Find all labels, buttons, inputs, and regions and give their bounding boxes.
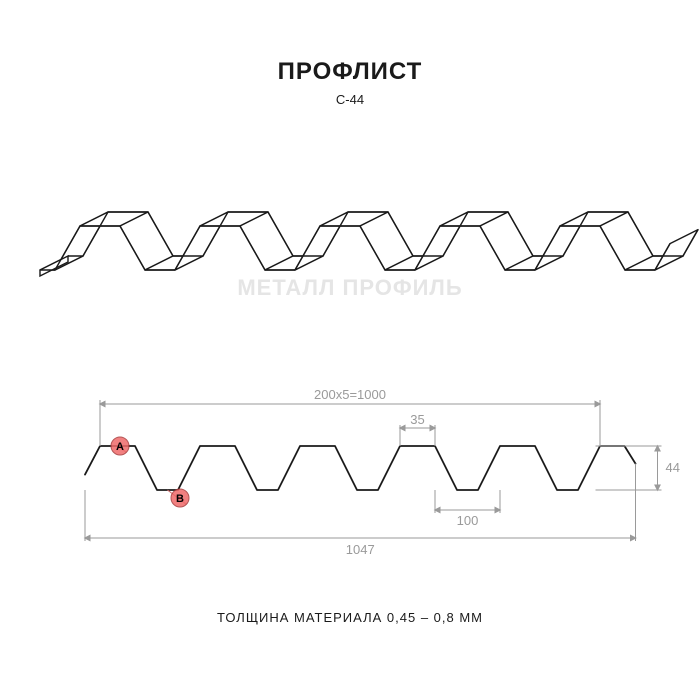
thickness-note: ТОЛЩИНА МАТЕРИАЛА 0,45 – 0,8 ММ	[0, 610, 700, 625]
svg-text:A: A	[116, 441, 124, 453]
svg-text:B: B	[176, 493, 184, 505]
svg-text:100: 100	[457, 513, 479, 528]
svg-text:35: 35	[410, 412, 424, 427]
isometric-profile-drawing	[0, 150, 700, 330]
technical-section-drawing: 200x5=1000 35 44 100 1047 A B	[0, 360, 700, 580]
page-title: ПРОФЛИСТ	[0, 58, 700, 86]
model-code: C-44	[0, 92, 700, 107]
svg-text:1047: 1047	[346, 542, 375, 557]
svg-text:200x5=1000: 200x5=1000	[314, 387, 386, 402]
svg-text:44: 44	[666, 460, 680, 475]
